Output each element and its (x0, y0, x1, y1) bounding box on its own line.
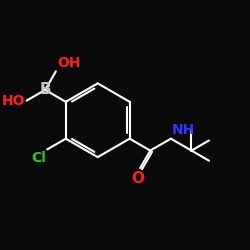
Text: Cl: Cl (31, 150, 46, 164)
Text: NH: NH (172, 124, 195, 138)
Text: OH: OH (57, 56, 80, 70)
Text: O: O (131, 171, 144, 186)
Text: B: B (39, 82, 51, 98)
Text: HO: HO (2, 94, 26, 108)
